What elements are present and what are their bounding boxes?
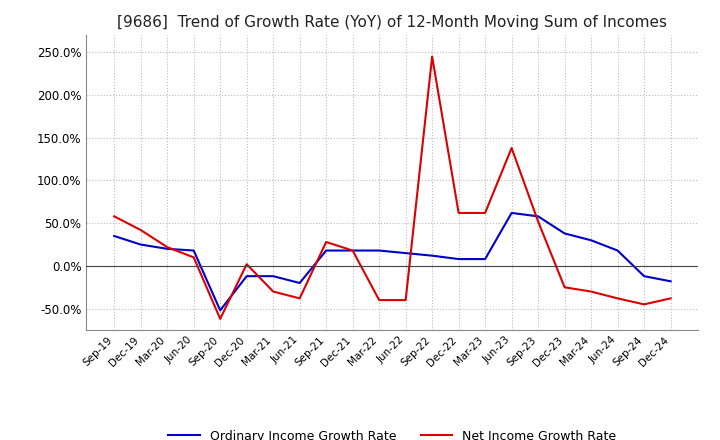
Title: [9686]  Trend of Growth Rate (YoY) of 12-Month Moving Sum of Incomes: [9686] Trend of Growth Rate (YoY) of 12-… xyxy=(117,15,667,30)
Line: Ordinary Income Growth Rate: Ordinary Income Growth Rate xyxy=(114,213,670,310)
Net Income Growth Rate xyxy=(640,302,649,307)
Net Income Growth Rate xyxy=(163,245,171,250)
Net Income Growth Rate xyxy=(375,297,384,303)
Net Income Growth Rate xyxy=(243,261,251,267)
Ordinary Income Growth Rate xyxy=(640,274,649,279)
Net Income Growth Rate xyxy=(428,54,436,59)
Ordinary Income Growth Rate xyxy=(454,257,463,262)
Net Income Growth Rate xyxy=(401,297,410,303)
Ordinary Income Growth Rate xyxy=(587,238,595,243)
Net Income Growth Rate xyxy=(560,285,569,290)
Ordinary Income Growth Rate xyxy=(216,308,225,313)
Line: Net Income Growth Rate: Net Income Growth Rate xyxy=(114,57,670,319)
Ordinary Income Growth Rate xyxy=(189,248,198,253)
Ordinary Income Growth Rate xyxy=(136,242,145,247)
Net Income Growth Rate xyxy=(295,296,304,301)
Net Income Growth Rate xyxy=(666,296,675,301)
Net Income Growth Rate xyxy=(587,289,595,294)
Net Income Growth Rate xyxy=(216,316,225,322)
Net Income Growth Rate xyxy=(348,248,357,253)
Ordinary Income Growth Rate xyxy=(269,274,277,279)
Ordinary Income Growth Rate xyxy=(666,279,675,284)
Ordinary Income Growth Rate xyxy=(163,246,171,252)
Legend: Ordinary Income Growth Rate, Net Income Growth Rate: Ordinary Income Growth Rate, Net Income … xyxy=(163,425,621,440)
Net Income Growth Rate xyxy=(322,239,330,245)
Ordinary Income Growth Rate xyxy=(508,210,516,216)
Ordinary Income Growth Rate xyxy=(348,248,357,253)
Net Income Growth Rate xyxy=(613,296,622,301)
Ordinary Income Growth Rate xyxy=(613,248,622,253)
Net Income Growth Rate xyxy=(136,227,145,233)
Ordinary Income Growth Rate xyxy=(401,250,410,256)
Ordinary Income Growth Rate xyxy=(322,248,330,253)
Net Income Growth Rate xyxy=(269,289,277,294)
Ordinary Income Growth Rate xyxy=(295,280,304,286)
Net Income Growth Rate xyxy=(110,214,119,219)
Net Income Growth Rate xyxy=(189,255,198,260)
Ordinary Income Growth Rate xyxy=(560,231,569,236)
Net Income Growth Rate xyxy=(534,219,542,224)
Ordinary Income Growth Rate xyxy=(534,214,542,219)
Ordinary Income Growth Rate xyxy=(481,257,490,262)
Net Income Growth Rate xyxy=(454,210,463,216)
Net Income Growth Rate xyxy=(481,210,490,216)
Net Income Growth Rate xyxy=(508,145,516,150)
Ordinary Income Growth Rate xyxy=(243,274,251,279)
Ordinary Income Growth Rate xyxy=(110,233,119,238)
Ordinary Income Growth Rate xyxy=(375,248,384,253)
Ordinary Income Growth Rate xyxy=(428,253,436,258)
